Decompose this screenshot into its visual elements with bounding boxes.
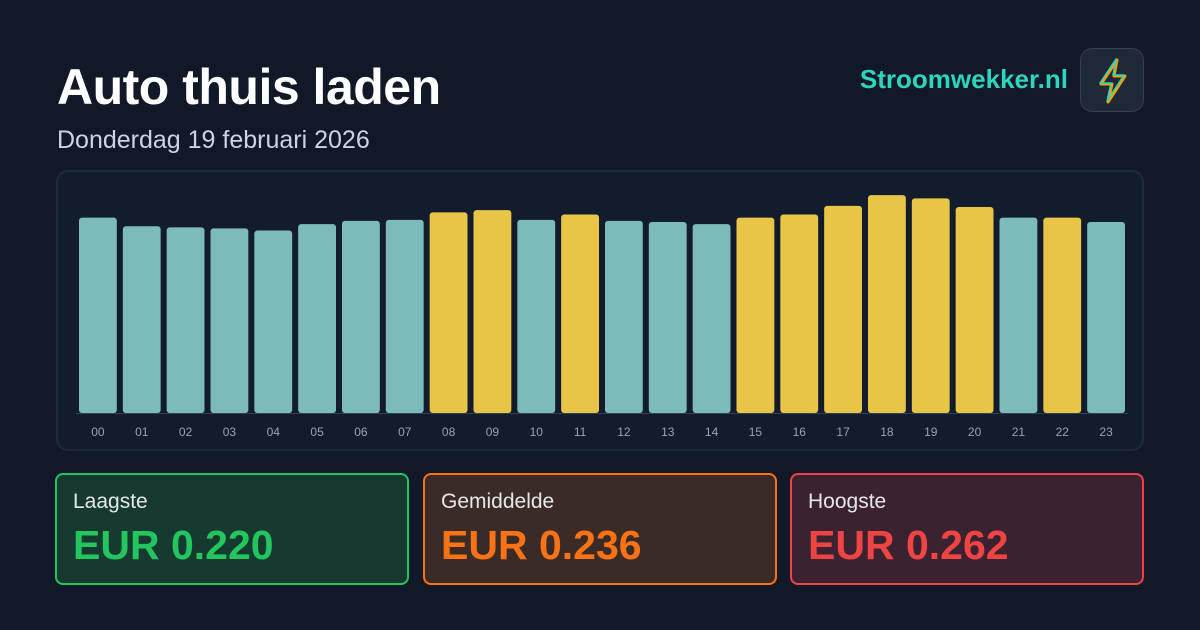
x-tick-label: 07	[398, 425, 412, 439]
bar-hour-06	[342, 220, 380, 413]
lowest-price-value: EUR 0.220	[73, 522, 274, 568]
bar-hour-01	[122, 226, 161, 413]
x-tick-label: 03	[223, 425, 237, 439]
bar-hour-05	[298, 224, 336, 413]
brand-name[interactable]: Stroomwekker.nl	[859, 64, 1068, 94]
x-tick-label: 14	[705, 425, 719, 439]
bar-hour-10	[517, 219, 556, 413]
page-subtitle: Donderdag 19 februari 2026	[57, 126, 370, 154]
bar-hour-21	[999, 217, 1038, 413]
bar-hour-23	[1087, 221, 1125, 413]
highest-price-card: Hoogste EUR 0.262	[790, 473, 1144, 585]
bar-hour-17	[824, 205, 862, 413]
bar-hour-12	[605, 220, 643, 413]
x-tick-label: 13	[661, 425, 675, 439]
average-price-label: Gemiddelde	[441, 490, 555, 513]
price-chart: 00 01 02 03 04 05 06 07 08 09 10 11 12 13 14 15 16 17 18 19…	[56, 170, 1144, 451]
x-tick-label: 11	[574, 425, 587, 439]
bar-hour-15	[736, 217, 775, 413]
x-tick-label: 16	[793, 425, 807, 439]
x-tick-label: 20	[968, 425, 982, 439]
bar-hour-02	[166, 227, 205, 413]
bar-hour-11	[561, 214, 599, 413]
x-tick-label: 12	[617, 425, 631, 439]
bar-hour-20	[955, 206, 994, 413]
x-tick-label: 01	[135, 425, 149, 439]
x-tick-label: 06	[354, 425, 368, 439]
x-tick-label: 17	[836, 425, 850, 439]
x-tick-label: 19	[924, 425, 938, 439]
brand-logo	[1080, 48, 1144, 112]
bar-hour-16	[780, 214, 819, 413]
lightning-bolt-icon	[1099, 58, 1127, 104]
bar-hour-04	[254, 230, 293, 413]
bar-hour-00	[79, 217, 117, 413]
bar-chart: 00 01 02 03 04 05 06 07 08 09 10 11 12 13 14 15 16 17 18 19…	[76, 195, 1128, 439]
x-tick-label: 22	[1056, 425, 1070, 439]
bar-hour-09	[473, 210, 512, 413]
bar-hour-03	[210, 228, 249, 413]
x-tick-label: 09	[486, 425, 500, 439]
bar-hour-08	[429, 212, 468, 413]
bar-hour-13	[648, 221, 687, 413]
x-tick-label: 15	[749, 425, 763, 439]
highest-price-value: EUR 0.262	[808, 522, 1009, 568]
x-tick-label: 00	[91, 425, 105, 439]
x-tick-label: 04	[267, 425, 281, 439]
x-tick-label: 21	[1012, 425, 1026, 439]
bar-hour-18	[868, 195, 906, 413]
page-title: Auto thuis laden	[57, 59, 441, 115]
bar-hour-22	[1043, 217, 1082, 413]
x-tick-label: 05	[310, 425, 324, 439]
average-price-value: EUR 0.236	[441, 522, 642, 568]
bar-hour-14	[692, 224, 731, 413]
x-tick-label: 08	[442, 425, 456, 439]
highest-price-label: Hoogste	[808, 490, 887, 513]
x-tick-label: 02	[179, 425, 193, 439]
x-tick-label: 23	[1099, 425, 1113, 439]
average-price-card: Gemiddelde EUR 0.236	[423, 473, 777, 585]
lowest-price-card: Laagste EUR 0.220	[55, 473, 409, 585]
x-tick-label: 18	[880, 425, 894, 439]
bar-hour-07	[385, 219, 424, 413]
x-tick-label: 10	[530, 425, 544, 439]
bar-hour-19	[911, 198, 950, 413]
lowest-price-label: Laagste	[73, 490, 148, 513]
